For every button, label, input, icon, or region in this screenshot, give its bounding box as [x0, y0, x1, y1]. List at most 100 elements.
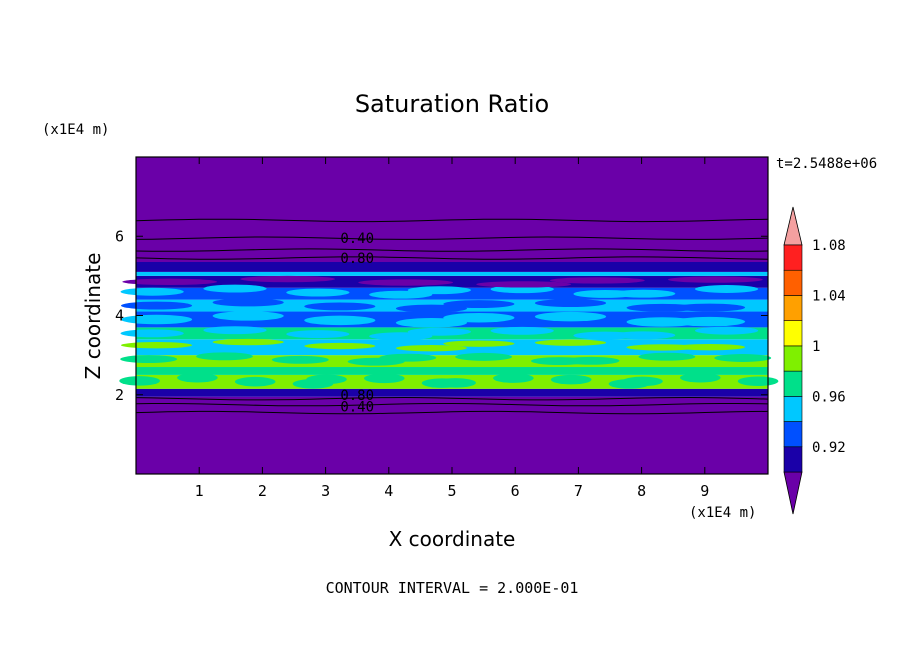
color-patch [534, 311, 607, 322]
color-patch [612, 289, 676, 298]
color-patch [240, 275, 336, 283]
color-patch [212, 338, 284, 346]
contour-label: 0.40 [340, 231, 374, 247]
color-patch [120, 329, 184, 338]
colorbar-segment [783, 446, 803, 473]
colorbar-segment [783, 295, 803, 321]
color-patch [493, 373, 534, 383]
color-patch [534, 339, 607, 346]
color-patch [673, 316, 746, 327]
color-patch [234, 376, 276, 387]
color-patch [638, 352, 696, 361]
color-patch [122, 278, 218, 285]
color-patch [395, 318, 468, 328]
color-patch [212, 311, 284, 321]
y-tick-label: 4 [115, 307, 124, 325]
color-patch [694, 326, 759, 335]
colorbar-label: 1.08 [812, 238, 846, 254]
x-tick-label: 7 [574, 482, 583, 500]
color-patch [534, 299, 607, 308]
color-patch [435, 378, 476, 388]
y-tick-label: 2 [115, 386, 124, 404]
x-tick-label: 9 [700, 482, 709, 500]
color-patch [395, 344, 468, 352]
color-patch [120, 342, 193, 349]
color-band [136, 275, 768, 288]
contour-line [135, 410, 769, 415]
contour-line [135, 396, 769, 401]
color-patch [612, 331, 676, 340]
color-patch [549, 277, 645, 284]
colorbar-segment [783, 421, 803, 448]
color-patch [490, 326, 554, 335]
color-patch [203, 326, 267, 335]
color-patch [673, 344, 746, 351]
color-patch [562, 356, 620, 365]
color-patches [119, 275, 779, 389]
color-patch [286, 288, 350, 297]
color-patch [667, 276, 763, 283]
color-patch [120, 355, 178, 364]
x-axis-ticks: 1 2 3 4 5 6 7 8 9 [195, 157, 709, 500]
contour-line [135, 256, 769, 260]
x-tick-label: 8 [637, 482, 646, 500]
color-band [136, 396, 768, 474]
y-axis-title: Z coordinate [81, 253, 105, 380]
color-patch [673, 303, 746, 312]
color-patch [120, 287, 184, 296]
color-patch [306, 374, 347, 385]
color-patch [443, 312, 515, 323]
contour-plot-area: 0.400.800.800.40 [119, 156, 779, 475]
contour-interval-label: CONTOUR INTERVAL = 2.000E-01 [326, 579, 579, 597]
color-patch [203, 284, 267, 293]
colorbar-segment [783, 244, 803, 271]
color-patch [395, 304, 468, 313]
colorbar-segment [783, 269, 803, 296]
color-patch [271, 355, 329, 364]
colorbar-extension-low [783, 471, 803, 515]
color-patch [443, 340, 515, 347]
chart-title: Saturation Ratio [355, 90, 549, 118]
color-patch [694, 285, 759, 293]
x-tick-label: 1 [195, 482, 204, 500]
y-tick-label: 6 [115, 227, 124, 245]
x-tick-label: 6 [511, 482, 520, 500]
x-tick-label: 2 [258, 482, 267, 500]
color-patch [679, 372, 721, 383]
color-patch [714, 354, 772, 362]
color-patch [304, 315, 376, 326]
contour-line [135, 218, 769, 223]
colorbar [783, 206, 803, 515]
color-patch [737, 376, 779, 386]
color-patch [363, 373, 405, 384]
x-tick-label: 3 [321, 482, 330, 500]
colorbar-label: 0.92 [812, 440, 846, 456]
color-patch [119, 376, 160, 386]
color-patch [455, 352, 513, 361]
colorbar-label: 1 [812, 339, 820, 355]
x-tick-label: 4 [384, 482, 393, 500]
colorbar-label: 0.96 [812, 389, 846, 405]
color-patch [622, 376, 663, 387]
contour-line [135, 248, 769, 252]
color-band [136, 355, 768, 368]
time-label: t=2.5488e+06 [776, 156, 877, 172]
color-patch [196, 352, 253, 361]
color-patch [212, 298, 284, 307]
color-band [136, 157, 768, 263]
color-patch [120, 301, 193, 310]
color-band [136, 367, 768, 375]
colorbar-label: 1.04 [812, 288, 846, 304]
x-unit-label: (x1E4 m) [689, 505, 756, 521]
color-band [136, 262, 768, 272]
y-axis-ticks: 2 4 6 [115, 227, 768, 404]
colorbar-extension-high [783, 206, 803, 246]
x-axis-title: X coordinate [389, 527, 516, 551]
color-patch [304, 342, 376, 350]
color-patch [407, 286, 471, 295]
color-patch [358, 279, 454, 286]
color-patch [286, 330, 350, 339]
color-patch [407, 327, 471, 336]
contour-line [135, 236, 769, 240]
